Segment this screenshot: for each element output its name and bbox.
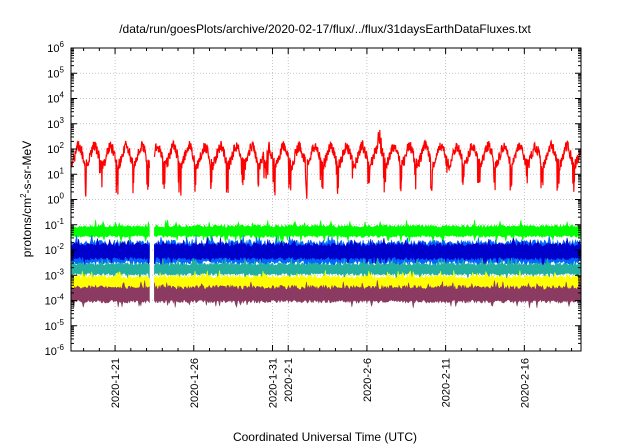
x-axis-label: Coordinated Universal Time (UTC): [233, 430, 417, 444]
y-axis: 10-6 10-5 10-4 10-3 10-2 10-1 100 101 102 103 104 1…: [45, 40, 581, 358]
chart-title: /data/run/goesPlots/archive/2020-02-17/f…: [119, 22, 531, 36]
flux-band-segment: [70, 280, 150, 308]
y-tick-label: 10-4: [45, 293, 65, 308]
flux-series-band: [70, 257, 581, 281]
y-tick-label: 10-3: [45, 267, 65, 282]
y-axis-label: protons/cm2-s-sr-MeV: [19, 141, 34, 257]
flux-series-line: [70, 129, 582, 199]
flux-band-segment: [70, 238, 150, 265]
y-tick-label: 10-5: [45, 318, 65, 333]
x-tick-label: 2020-2-11: [441, 358, 453, 407]
y-axis-label-prefix: protons/cm: [20, 198, 34, 257]
flux-band-segment: [70, 219, 150, 243]
x-tick-label: 2020-2-16: [519, 358, 531, 408]
y-tick-label: 104: [47, 91, 64, 106]
flux-band-segment: [154, 257, 581, 281]
flux-series-band: [70, 280, 581, 309]
y-tick-label: 10-2: [45, 242, 65, 257]
y-tick-label: 105: [47, 65, 64, 80]
y-tick-label: 10-6: [45, 343, 65, 358]
x-tick-label: 2020-1-31: [267, 358, 279, 408]
grid: [71, 48, 581, 351]
y-tick-label: 106: [47, 40, 64, 55]
y-tick-label: 100: [47, 192, 64, 207]
y-tick-label: 102: [47, 141, 64, 156]
y-tick-label: 103: [47, 116, 64, 131]
flux-series-band: [70, 219, 581, 243]
flux-band-segment: [154, 219, 581, 243]
x-axis: 2020-1-21 2020-1-26 2020-1-31 2020-2-1 2020-…: [83, 48, 573, 408]
x-tick-label: 2020-2-1: [283, 358, 295, 402]
flux-series-band: [70, 237, 581, 266]
x-tick-label: 2020-1-26: [189, 358, 201, 408]
y-tick-label: 101: [47, 166, 64, 181]
x-tick-label: 2020-2-6: [362, 358, 374, 402]
series-layer: [70, 129, 582, 309]
y-axis-label-suffix: -s-sr-MeV: [20, 141, 34, 194]
y-tick-label: 10-1: [45, 217, 65, 232]
x-tick-label: 2020-1-21: [110, 358, 122, 408]
y-axis-label-sup: 2: [19, 193, 28, 198]
flux-band-segment: [154, 237, 581, 266]
